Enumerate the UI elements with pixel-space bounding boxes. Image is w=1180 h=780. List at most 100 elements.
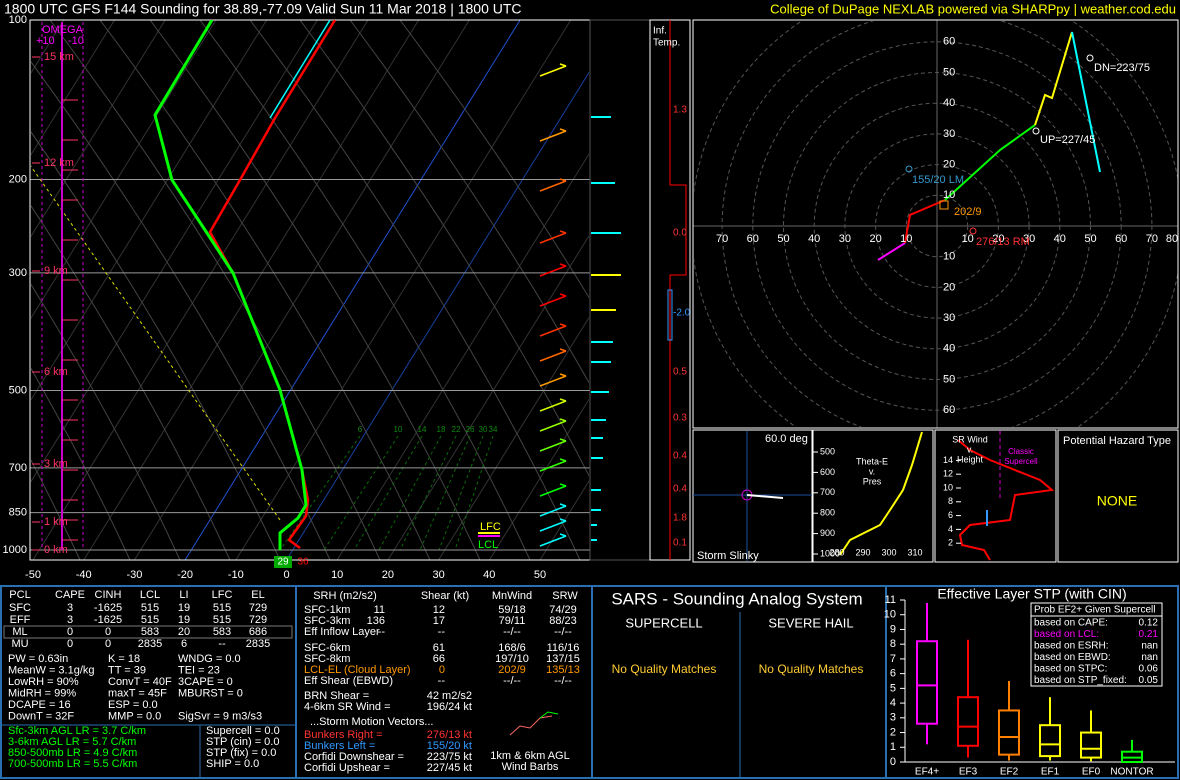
label: 3CAPE = 0 [178,676,233,688]
isotherm [387,234,589,560]
label: Theta-E [856,456,888,466]
srwind-frame [934,429,1057,563]
isotherm [0,20,13,560]
wind-barb [539,520,567,532]
label: 300 [881,547,896,557]
label: Shear (kt) [421,590,469,602]
wind-barb [539,232,567,244]
ring-label: 20 [943,281,955,293]
isotherm [286,71,589,560]
box [998,709,1020,756]
label: 0 [890,756,896,768]
box [916,640,938,725]
dry-adiabat [399,20,589,299]
hodo-ring [783,72,1091,380]
label: EF0 [1082,767,1101,778]
label: 10 [884,609,896,621]
wind-barb [559,63,567,67]
label: No Quality Matches [759,662,864,676]
box [1039,724,1061,758]
label: 34 [489,425,498,434]
label: 8 [948,496,953,506]
label: 4 [890,697,896,709]
label: Wind Barbs [502,761,559,773]
label: nan [1141,652,1158,663]
label: 7 [890,653,896,665]
isotherm [31,20,318,483]
label: Eff Inflow Layer [304,626,380,638]
ring-label: 50 [943,373,955,385]
label: 10 [962,233,974,245]
label: SigSvr = 9 m3/s3 [178,710,262,722]
label: 0.12 [1139,618,1159,629]
label: 50 [1084,233,1096,245]
label: NONTOR [1110,767,1153,778]
hodo-3-6 [944,124,1036,201]
label: --/-- [503,675,521,687]
label: 137/15 [546,653,580,665]
mixing-ratio-line [353,435,423,551]
label: Classic [1008,447,1034,456]
hazard-frame [1057,429,1179,563]
label: ESP = 0.0 [108,699,158,711]
wind-barb [539,440,567,452]
wind-barb [539,130,567,142]
label: 50 [777,233,789,245]
hodo-ring [752,41,1122,411]
label: 29 [277,557,289,568]
label: 40 [808,233,820,245]
traces [31,20,337,550]
label: 2 [890,726,896,738]
wind-barb [539,400,567,412]
label: 729 [249,614,267,626]
label: MU [11,638,28,650]
label: v. [967,444,973,454]
mixing-ratio-line [419,435,471,551]
wind-barb [539,295,567,307]
label: College of DuPage NEXLAB powered via SHA… [770,1,1176,16]
label: DownT = 32F [8,710,74,722]
label: CAPE [55,589,85,601]
label: 1800 UTC GFS F144 Sounding for 38.89,-77… [4,1,522,17]
label: based on EBWD: [1034,652,1111,663]
wind-barb [559,263,567,267]
label: 74/29 [549,604,577,616]
label: 10 [900,233,912,245]
label: 5 [890,682,896,694]
label: -- [218,638,226,650]
wind-barb [559,483,567,487]
wind-barb [559,293,567,297]
label: Height [957,454,984,464]
label: 20 [992,233,1004,245]
dry-adiabat [199,20,531,560]
wind-barb [539,420,567,432]
label: Storm Slinky [697,550,759,562]
temp-label: -10 [228,569,244,581]
label: 0 [439,664,445,676]
label: 0.06 [1139,664,1159,675]
wind-barb [559,438,567,442]
label: 515 [213,614,231,626]
wind-barb [539,265,567,277]
label: 729 [249,602,267,614]
hodograph-frame [692,19,1179,429]
bottom-frame [0,585,1179,779]
label: based on ESRH: [1034,641,1109,652]
height-label: 1 km [44,516,68,528]
label: 42 m2/s2 [427,690,472,702]
label: 135/13 [546,664,580,676]
label: 500 [820,446,835,456]
label: 202/9 [954,206,982,218]
label: 850-500mb LR = 4.9 C/km [8,747,137,759]
label: MnWind [492,590,532,602]
label: 116/16 [547,642,580,654]
label: 1.3 [673,105,687,116]
temperature-trace [208,20,337,550]
label: 8 [890,638,896,650]
label: 4 [948,524,953,534]
isotherm [184,20,521,560]
up-marker [1032,127,1040,135]
label: Prob EF2+ Given Supercell [1034,605,1155,616]
label: 60 [1115,233,1127,245]
thetae-frame [812,429,934,563]
